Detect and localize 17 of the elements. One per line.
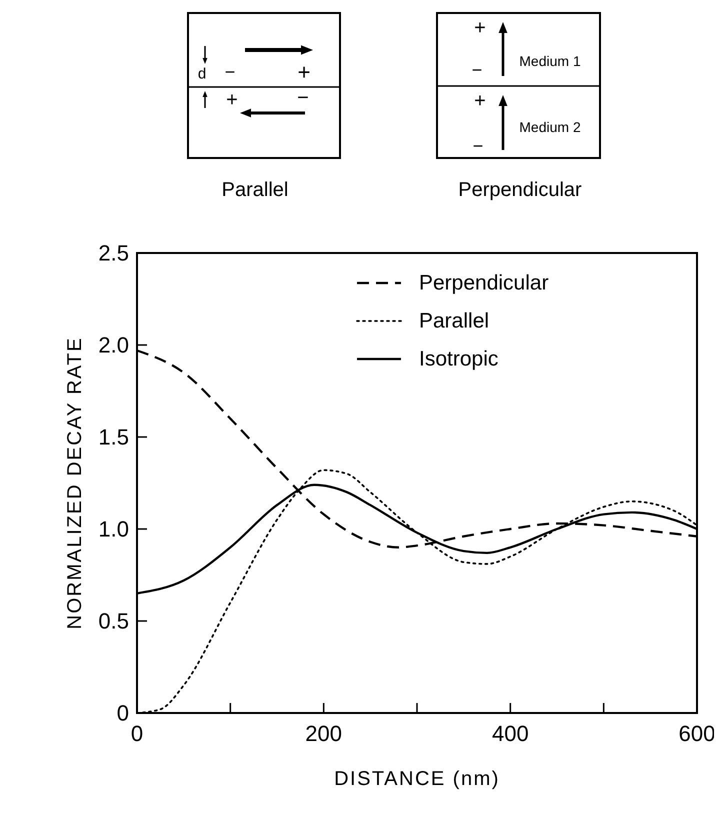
y-tick-label: 1.5 bbox=[98, 424, 129, 450]
legend-label: Perpendicular bbox=[419, 272, 549, 294]
legend-label: Isotropic bbox=[419, 348, 498, 370]
y-tick-label: 2.5 bbox=[98, 240, 129, 266]
x-tick-label: 200 bbox=[305, 721, 342, 746]
text: Perpendicular bbox=[458, 179, 582, 201]
y-tick-label: 0.5 bbox=[98, 608, 129, 634]
parallel-dipole-diagram: d − + + − bbox=[187, 12, 341, 159]
text: Parallel bbox=[222, 179, 288, 201]
perpendicular-dipole-diagram: + − Medium 1 + − Medium 2 bbox=[436, 12, 601, 159]
y-tick-label: 2.0 bbox=[98, 332, 129, 358]
x-axis-title: DISTANCE (nm) bbox=[334, 768, 500, 790]
y-tick-label: 1.0 bbox=[98, 516, 129, 542]
x-tick-label: 400 bbox=[492, 721, 529, 746]
y-axis-title: NORMALIZED DECAY RATE bbox=[64, 336, 86, 630]
y-tick-label: 0 bbox=[116, 700, 129, 726]
legend-label: Parallel bbox=[419, 310, 490, 332]
